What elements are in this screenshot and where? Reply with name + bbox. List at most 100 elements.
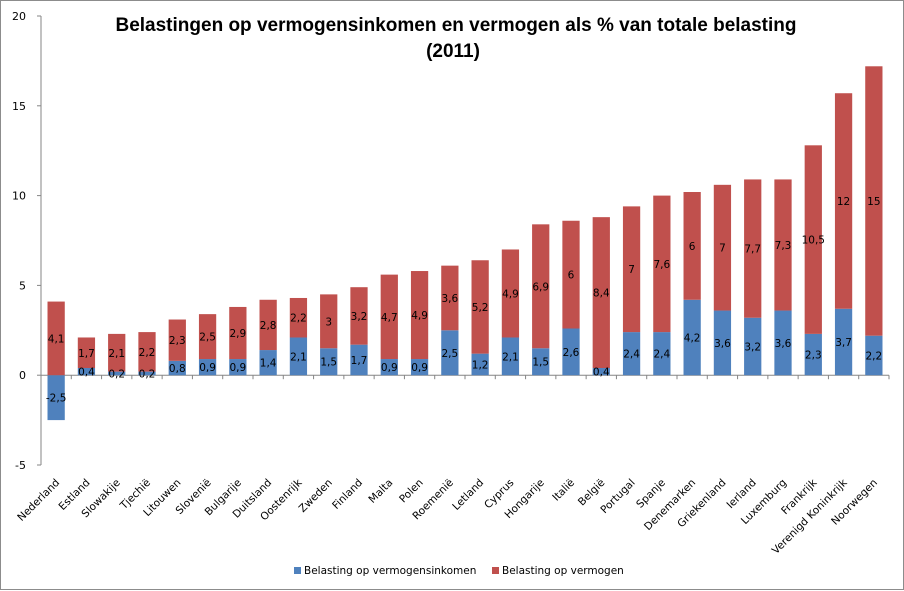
legend: Belasting op vermogensinkomen Belasting … bbox=[294, 565, 624, 577]
data-label: 3,2 bbox=[351, 311, 368, 323]
bar-vermogen bbox=[350, 287, 368, 345]
bar-vermogensinkomen bbox=[350, 344, 368, 376]
data-label: 3,7 bbox=[835, 337, 852, 349]
bar-vermogensinkomen bbox=[198, 359, 217, 376]
bar-vermogen bbox=[198, 314, 217, 360]
bar-vermogensinkomen bbox=[77, 368, 96, 376]
bar-vermogensinkomen bbox=[380, 359, 398, 376]
data-label: 4,7 bbox=[381, 312, 398, 324]
data-label: 2,2 bbox=[866, 350, 883, 362]
bar-vermogen bbox=[471, 260, 489, 354]
bars bbox=[47, 66, 883, 421]
data-label: 6,9 bbox=[532, 281, 549, 293]
bar-vermogen bbox=[713, 184, 732, 311]
legend-swatch-vermogensinkomen bbox=[294, 567, 301, 574]
data-label: 7,3 bbox=[775, 240, 792, 252]
bar-vermogen bbox=[259, 299, 277, 351]
bar-vermogen bbox=[834, 93, 853, 309]
bar-vermogensinkomen bbox=[592, 368, 610, 376]
bar-vermogensinkomen bbox=[834, 308, 853, 376]
data-label: 1,2 bbox=[472, 359, 489, 371]
data-label: 2,9 bbox=[230, 328, 247, 340]
bar-vermogensinkomen bbox=[108, 371, 126, 376]
data-label: 1,5 bbox=[532, 357, 549, 369]
bar-vermogen bbox=[562, 220, 580, 329]
data-label: 6 bbox=[568, 270, 575, 282]
data-label: 0,9 bbox=[230, 362, 247, 374]
bar-vermogensinkomen bbox=[289, 337, 308, 376]
bar-vermogensinkomen bbox=[653, 332, 671, 376]
data-label: 3,6 bbox=[442, 293, 459, 305]
category-label: Letland bbox=[450, 477, 486, 513]
category-label: Nederland bbox=[15, 477, 62, 524]
bar-vermogensinkomen bbox=[501, 337, 520, 376]
y-tick-label: 10 bbox=[12, 190, 26, 203]
bar-vermogen bbox=[441, 265, 459, 331]
bar-vermogen bbox=[47, 301, 65, 376]
bar-vermogen bbox=[622, 206, 641, 333]
bar-vermogensinkomen bbox=[562, 328, 580, 376]
bar-vermogensinkomen bbox=[229, 359, 247, 376]
data-label: 0,4 bbox=[593, 367, 610, 379]
data-label: 2,4 bbox=[654, 349, 671, 361]
y-tick-label: 20 bbox=[12, 10, 26, 23]
data-label: 2,5 bbox=[199, 332, 216, 344]
data-label: 5,2 bbox=[472, 302, 489, 314]
data-label: 7,6 bbox=[654, 259, 671, 271]
y-tick-label: 15 bbox=[12, 100, 26, 113]
data-label: 0,9 bbox=[199, 362, 216, 374]
bar-vermogensinkomen bbox=[683, 299, 701, 376]
bar-vermogensinkomen bbox=[259, 350, 277, 376]
bar-vermogen bbox=[229, 306, 247, 360]
data-label: 2,1 bbox=[108, 348, 125, 360]
y-tick-label: 0 bbox=[19, 369, 26, 382]
category-label: Finland bbox=[330, 477, 365, 512]
data-label: 2,8 bbox=[260, 320, 277, 332]
data-label: -2,5 bbox=[46, 393, 67, 405]
bar-vermogen bbox=[744, 179, 762, 318]
data-label: 4,2 bbox=[684, 332, 701, 344]
bar-vermogensinkomen bbox=[168, 360, 186, 376]
bar-vermogensinkomen bbox=[441, 330, 459, 376]
bar-vermogensinkomen bbox=[774, 310, 792, 376]
data-label: 8,4 bbox=[593, 288, 610, 300]
chart-title: Belastingen op vermogensinkomen en vermo… bbox=[115, 15, 796, 36]
data-label: 4,9 bbox=[502, 288, 519, 300]
data-label: 2,2 bbox=[139, 347, 156, 359]
bar-vermogen bbox=[532, 224, 550, 349]
data-label: 0,2 bbox=[108, 368, 125, 380]
data-label: 3,6 bbox=[714, 338, 731, 350]
bar-vermogensinkomen bbox=[865, 335, 883, 376]
data-label: 4,9 bbox=[411, 310, 428, 322]
data-label: 2,1 bbox=[502, 351, 519, 363]
data-label: 12 bbox=[837, 196, 850, 208]
bar-vermogensinkomen bbox=[804, 333, 822, 376]
data-labels: -2,5 4,1 0,4 1,7 0,2 2,1 0,2 2,2 0,8 2,3 0,9 2,5 0,9… bbox=[46, 196, 882, 405]
data-label: 1,5 bbox=[320, 357, 337, 369]
bar-vermogen bbox=[289, 297, 308, 338]
data-label: 0,9 bbox=[411, 362, 428, 374]
data-label: 1,4 bbox=[260, 358, 277, 370]
data-label: 7,7 bbox=[744, 244, 761, 256]
data-label: 1,7 bbox=[78, 348, 95, 360]
data-label: 2,3 bbox=[169, 335, 186, 347]
chart-subtitle: (2011) bbox=[426, 41, 480, 62]
data-label: 3 bbox=[325, 316, 332, 328]
category-label: Polen bbox=[397, 477, 426, 506]
category-labels: NederlandEstlandSlowakijeTjechiëLitouwen… bbox=[15, 476, 880, 557]
data-label: 15 bbox=[867, 196, 880, 208]
data-label: 0,2 bbox=[139, 368, 156, 380]
data-label: 2,3 bbox=[805, 350, 822, 362]
bar-vermogensinkomen bbox=[532, 348, 550, 376]
data-label: 2,4 bbox=[623, 349, 640, 361]
bar-vermogensinkomen bbox=[47, 375, 65, 421]
data-label: 2,5 bbox=[442, 348, 459, 360]
category-label: Italië bbox=[550, 477, 577, 504]
data-label: 0,9 bbox=[381, 362, 398, 374]
bar-vermogensinkomen bbox=[471, 353, 489, 376]
legend-swatch-vermogen bbox=[492, 567, 499, 574]
data-label: 2,1 bbox=[290, 351, 307, 363]
bar-vermogen bbox=[774, 179, 792, 311]
bar-vermogen bbox=[168, 319, 186, 361]
